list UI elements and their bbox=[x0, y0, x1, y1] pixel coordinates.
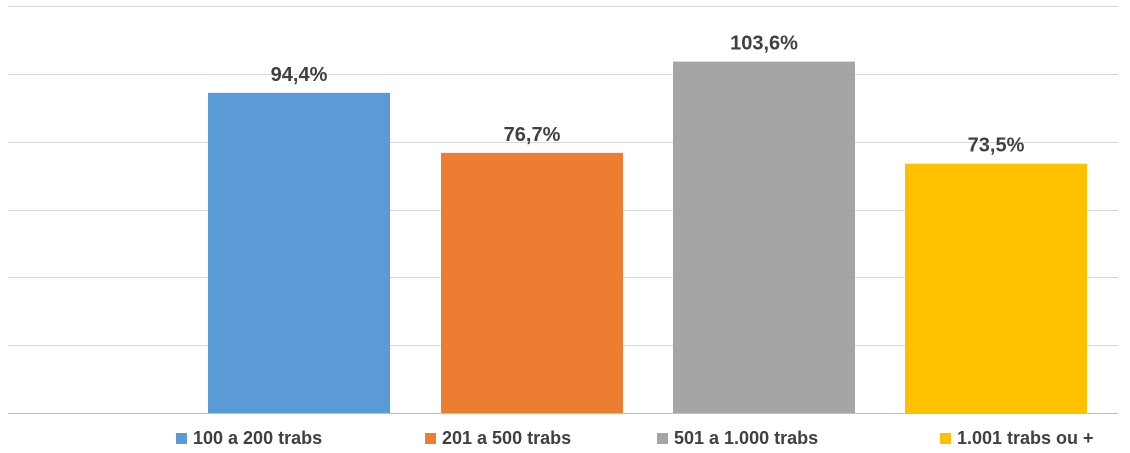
legend-item: 501 a 1.000 trabs bbox=[657, 428, 818, 449]
data-labels: 94,4% 76,7% 103,6% 73,5% bbox=[271, 33, 1025, 157]
legend-swatch bbox=[425, 433, 436, 444]
legend-item: 100 a 200 trabs bbox=[176, 428, 322, 449]
legend-item: 1.001 trabs ou + bbox=[940, 428, 1094, 449]
data-label: 76,7% bbox=[504, 124, 561, 146]
bar bbox=[208, 92, 390, 414]
legend-label: 1.001 trabs ou + bbox=[957, 428, 1094, 448]
bar bbox=[905, 163, 1087, 413]
bar bbox=[673, 61, 855, 414]
legend-swatch bbox=[657, 433, 668, 444]
data-label: 94,4% bbox=[271, 64, 328, 86]
bars bbox=[208, 61, 1087, 414]
legend: 100 a 200 trabs 201 a 500 trabs 501 a 1.… bbox=[0, 428, 1130, 450]
legend-swatch bbox=[176, 433, 187, 444]
legend-label: 201 a 500 trabs bbox=[442, 428, 572, 448]
legend-label: 100 a 200 trabs bbox=[193, 428, 323, 448]
data-label: 103,6% bbox=[730, 33, 798, 55]
bar bbox=[441, 152, 623, 413]
legend-item: 201 a 500 trabs bbox=[425, 428, 571, 449]
data-label: 73,5% bbox=[968, 135, 1025, 157]
legend-swatch bbox=[940, 433, 951, 444]
legend-label: 501 a 1.000 trabs bbox=[674, 428, 819, 448]
